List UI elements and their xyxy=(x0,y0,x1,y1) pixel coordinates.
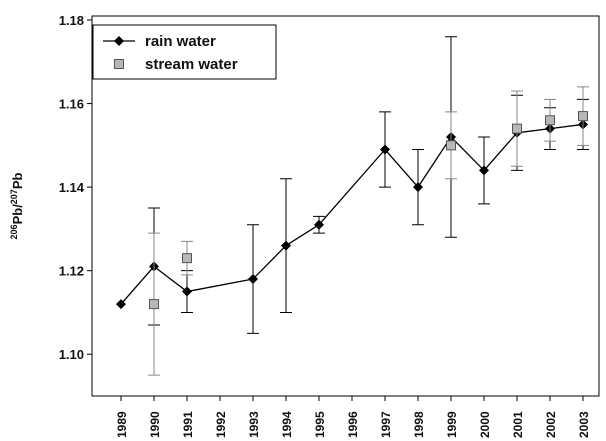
x-tick-label: 2000 xyxy=(478,411,492,438)
point xyxy=(446,140,456,151)
point xyxy=(116,299,126,310)
y-tick-label: 1.14 xyxy=(59,180,85,195)
x-tick-label: 2001 xyxy=(511,411,525,438)
y-label-part: 206 xyxy=(9,224,19,239)
y-axis-label: 206Pb/207Pb xyxy=(9,172,25,239)
point xyxy=(314,219,324,230)
line-segment xyxy=(153,265,188,293)
line-segment xyxy=(252,245,287,280)
legend-marker xyxy=(114,59,124,69)
y-tick-label: 1.10 xyxy=(59,347,84,362)
point xyxy=(248,274,258,285)
y-tick-label: 1.18 xyxy=(59,13,84,28)
line-segment xyxy=(120,266,155,305)
point xyxy=(512,123,522,134)
point xyxy=(413,182,423,193)
legend-label: stream water xyxy=(145,56,238,73)
line-segment xyxy=(285,224,320,247)
line-segment xyxy=(549,123,584,130)
legend-label: rain water xyxy=(145,33,216,50)
y-label-part: Pb xyxy=(10,172,25,189)
x-tick-label: 2002 xyxy=(544,411,558,438)
line-segment xyxy=(318,149,386,226)
line-segment xyxy=(186,278,254,293)
point xyxy=(578,111,588,122)
x-tick-label: 1991 xyxy=(181,411,195,438)
x-tick-label: 2003 xyxy=(577,411,591,438)
y-tick-label: 1.12 xyxy=(59,264,84,279)
point xyxy=(182,253,192,264)
line-segment xyxy=(384,149,419,188)
x-tick-label: 1995 xyxy=(313,411,327,438)
point xyxy=(182,286,192,297)
y-label-part: Pb/ xyxy=(10,204,25,225)
x-tick-label: 1989 xyxy=(115,411,129,438)
plot-frame xyxy=(91,15,600,397)
line-segment xyxy=(483,132,518,171)
x-tick-label: 1997 xyxy=(379,411,393,438)
y-tick-label: 1.16 xyxy=(59,97,84,112)
point xyxy=(149,299,159,310)
x-tick-label: 1999 xyxy=(445,411,459,438)
legend-box xyxy=(92,24,277,80)
y-label-part: 207 xyxy=(9,189,19,204)
point xyxy=(479,165,489,176)
point xyxy=(545,115,555,126)
legend-marker xyxy=(114,36,124,46)
line-segment xyxy=(417,136,452,188)
x-tick-label: 1990 xyxy=(148,411,162,438)
x-tick-label: 1994 xyxy=(280,411,294,438)
x-tick-label: 1996 xyxy=(346,411,360,438)
point xyxy=(380,144,390,155)
x-tick-label: 1992 xyxy=(214,411,228,438)
x-tick-label: 1998 xyxy=(412,411,426,438)
x-tick-label: 1993 xyxy=(247,411,261,438)
line-segment xyxy=(516,127,551,134)
point xyxy=(281,240,291,251)
line-segment xyxy=(450,136,485,171)
